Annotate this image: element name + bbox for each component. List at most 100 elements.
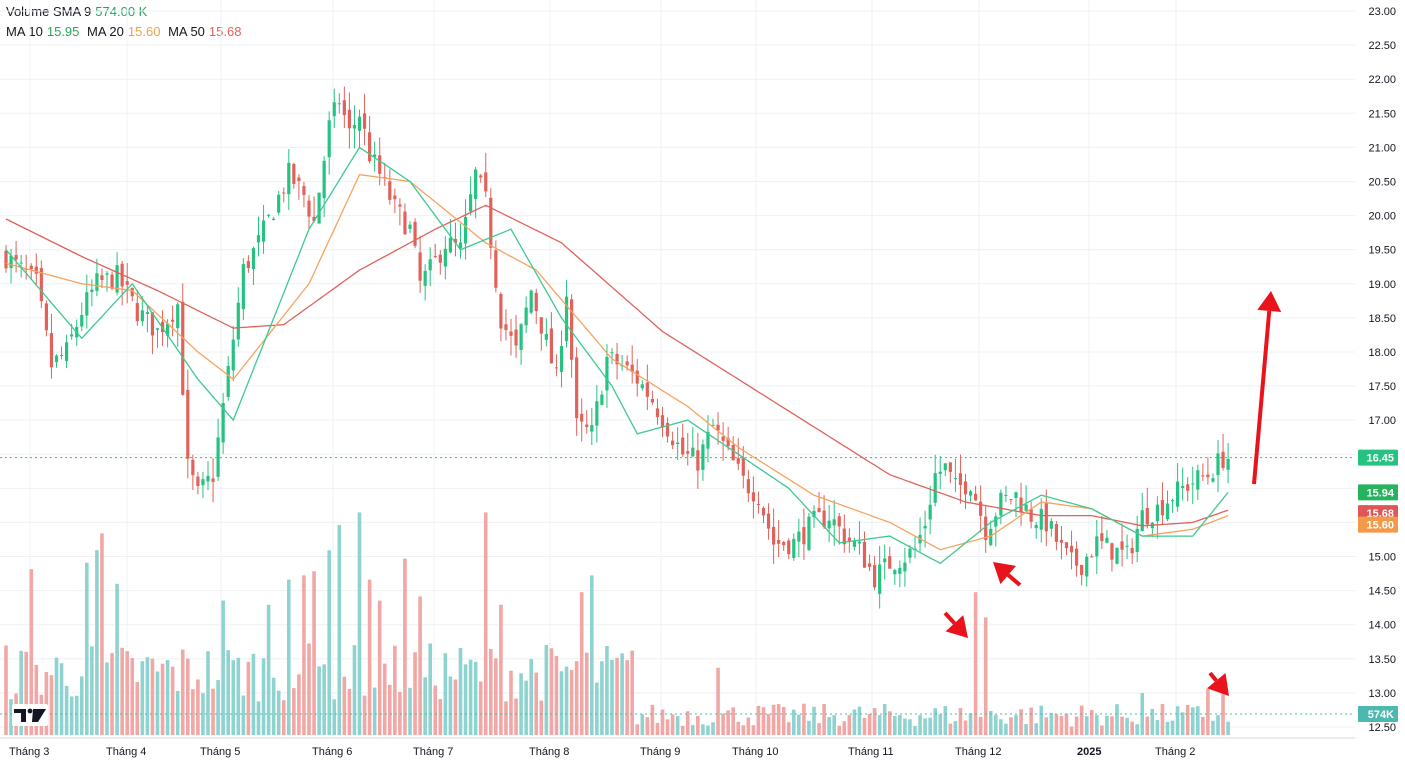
- volume-bar: [549, 648, 554, 735]
- candle-body: [883, 558, 887, 563]
- candle-body: [1039, 508, 1043, 530]
- volume-bar: [322, 664, 326, 735]
- candle-body: [1181, 485, 1185, 488]
- candle-body: [1110, 543, 1114, 560]
- volume-bar: [494, 658, 498, 735]
- volume-bar: [660, 709, 665, 735]
- volume-bar: [938, 714, 943, 735]
- volume-bar: [478, 681, 483, 735]
- volume-bar: [1155, 720, 1160, 735]
- volume-bar: [1019, 709, 1023, 735]
- candle-body: [236, 302, 240, 340]
- candle-body: [80, 315, 84, 327]
- volume-bar: [191, 689, 195, 735]
- candle-body: [635, 370, 639, 384]
- candle-body: [857, 541, 862, 544]
- price-tick-label: 20.00: [1368, 211, 1396, 223]
- candle-body: [292, 164, 296, 184]
- volume-bar: [519, 673, 523, 735]
- candle-body: [903, 562, 907, 572]
- candle-body: [1196, 470, 1200, 490]
- price-tick-label: 13.00: [1368, 688, 1396, 700]
- price-badge-label: 15.60: [1366, 520, 1394, 532]
- volume-bar: [615, 657, 619, 735]
- time-tick-label: 2025: [1077, 746, 1101, 758]
- candle-body: [1211, 478, 1215, 482]
- volume-bar: [574, 661, 579, 735]
- candle-body: [1176, 481, 1180, 507]
- candle-body: [196, 476, 200, 487]
- red-arrow-icon: [1257, 291, 1282, 312]
- time-tick-label: Tháng 7: [413, 746, 453, 758]
- volume-bar: [130, 658, 135, 735]
- candle-body: [423, 270, 427, 286]
- volume-bar: [4, 645, 8, 735]
- candle-body: [691, 447, 695, 457]
- candle-body: [1120, 541, 1124, 550]
- candle-body: [453, 238, 458, 243]
- volume-bar: [342, 676, 347, 735]
- volume-bar: [963, 720, 968, 735]
- candle-body: [256, 235, 261, 243]
- candle-body: [671, 440, 675, 446]
- candle-body: [34, 266, 38, 274]
- volume-bar: [236, 657, 241, 735]
- candle-body: [711, 425, 715, 427]
- candle-body: [302, 186, 306, 195]
- candle-body: [191, 459, 195, 476]
- volume-bar: [140, 661, 145, 735]
- candle-body: [14, 254, 18, 260]
- volume-bar: [1004, 723, 1008, 735]
- candle-body: [307, 200, 311, 217]
- candle-body: [570, 299, 574, 360]
- volume-bar: [357, 512, 362, 735]
- candle-body: [494, 250, 498, 288]
- price-tick-label: 12.50: [1368, 722, 1396, 734]
- price-axis[interactable]: 23.00 22.50 22.00 21.50 21.00 20.50 20.00 19.50…: [1358, 6, 1398, 734]
- candle-body: [181, 301, 185, 395]
- volume-bar: [302, 575, 306, 735]
- volume-bar: [781, 706, 786, 735]
- volume-bar: [731, 707, 735, 735]
- candle-body: [1186, 484, 1190, 491]
- candle-body: [1135, 528, 1139, 552]
- candle-body: [852, 541, 856, 547]
- candle-body: [115, 265, 119, 293]
- candle-body: [469, 194, 473, 212]
- candle-body: [721, 436, 725, 441]
- candle-body: [580, 413, 584, 422]
- volume-bar: [741, 725, 746, 735]
- volume-bar: [655, 722, 660, 735]
- candle-body: [554, 367, 559, 369]
- price-badge: [1358, 484, 1398, 501]
- candle-body: [448, 237, 452, 253]
- volume-bar: [317, 666, 321, 735]
- price-badge: [1358, 706, 1398, 722]
- volume-bar: [847, 714, 852, 735]
- volume-bar: [554, 655, 559, 735]
- volume-bar: [903, 718, 907, 735]
- volume-bar: [797, 714, 801, 735]
- time-axis[interactable]: Tháng 3 Tháng 4 Tháng 5 Tháng 6 Tháng 7 Tháng…: [0, 737, 1355, 758]
- volume-bar: [1084, 716, 1089, 735]
- volume-bar: [216, 680, 220, 735]
- volume-bar: [1196, 706, 1200, 735]
- candle-body: [893, 570, 897, 575]
- candle-body: [529, 290, 533, 313]
- volume-bar: [751, 725, 756, 735]
- candle-body: [539, 317, 543, 334]
- candle-body: [615, 353, 619, 365]
- volume-bar: [630, 650, 634, 735]
- volume-bar: [650, 704, 655, 735]
- candle-body: [100, 275, 104, 280]
- candle-body: [105, 273, 109, 275]
- price-badge-label: 574K: [1368, 709, 1394, 721]
- volume-bar: [29, 569, 34, 735]
- volume-bar: [559, 671, 564, 735]
- volume-bar: [367, 579, 372, 735]
- candle-body: [701, 444, 705, 470]
- volume-bar: [706, 725, 710, 735]
- volume-bar: [918, 715, 922, 735]
- volume-bar: [928, 717, 932, 735]
